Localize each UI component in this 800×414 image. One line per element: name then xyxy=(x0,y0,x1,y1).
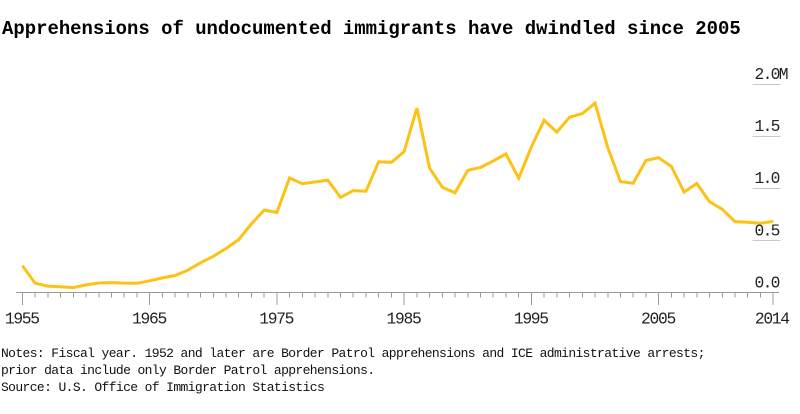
svg-text:0.0: 0.0 xyxy=(755,273,780,292)
svg-text:1.5: 1.5 xyxy=(755,117,780,136)
svg-text:1985: 1985 xyxy=(387,309,421,328)
svg-text:2.0M: 2.0M xyxy=(755,65,788,84)
svg-text:1.0: 1.0 xyxy=(755,169,780,188)
svg-text:1965: 1965 xyxy=(132,309,166,328)
svg-text:1975: 1975 xyxy=(259,309,293,328)
svg-text:1995: 1995 xyxy=(514,309,548,328)
svg-text:1955: 1955 xyxy=(5,309,39,328)
svg-text:2014: 2014 xyxy=(755,309,789,328)
svg-text:0.5: 0.5 xyxy=(755,221,780,240)
svg-text:2005: 2005 xyxy=(641,309,675,328)
